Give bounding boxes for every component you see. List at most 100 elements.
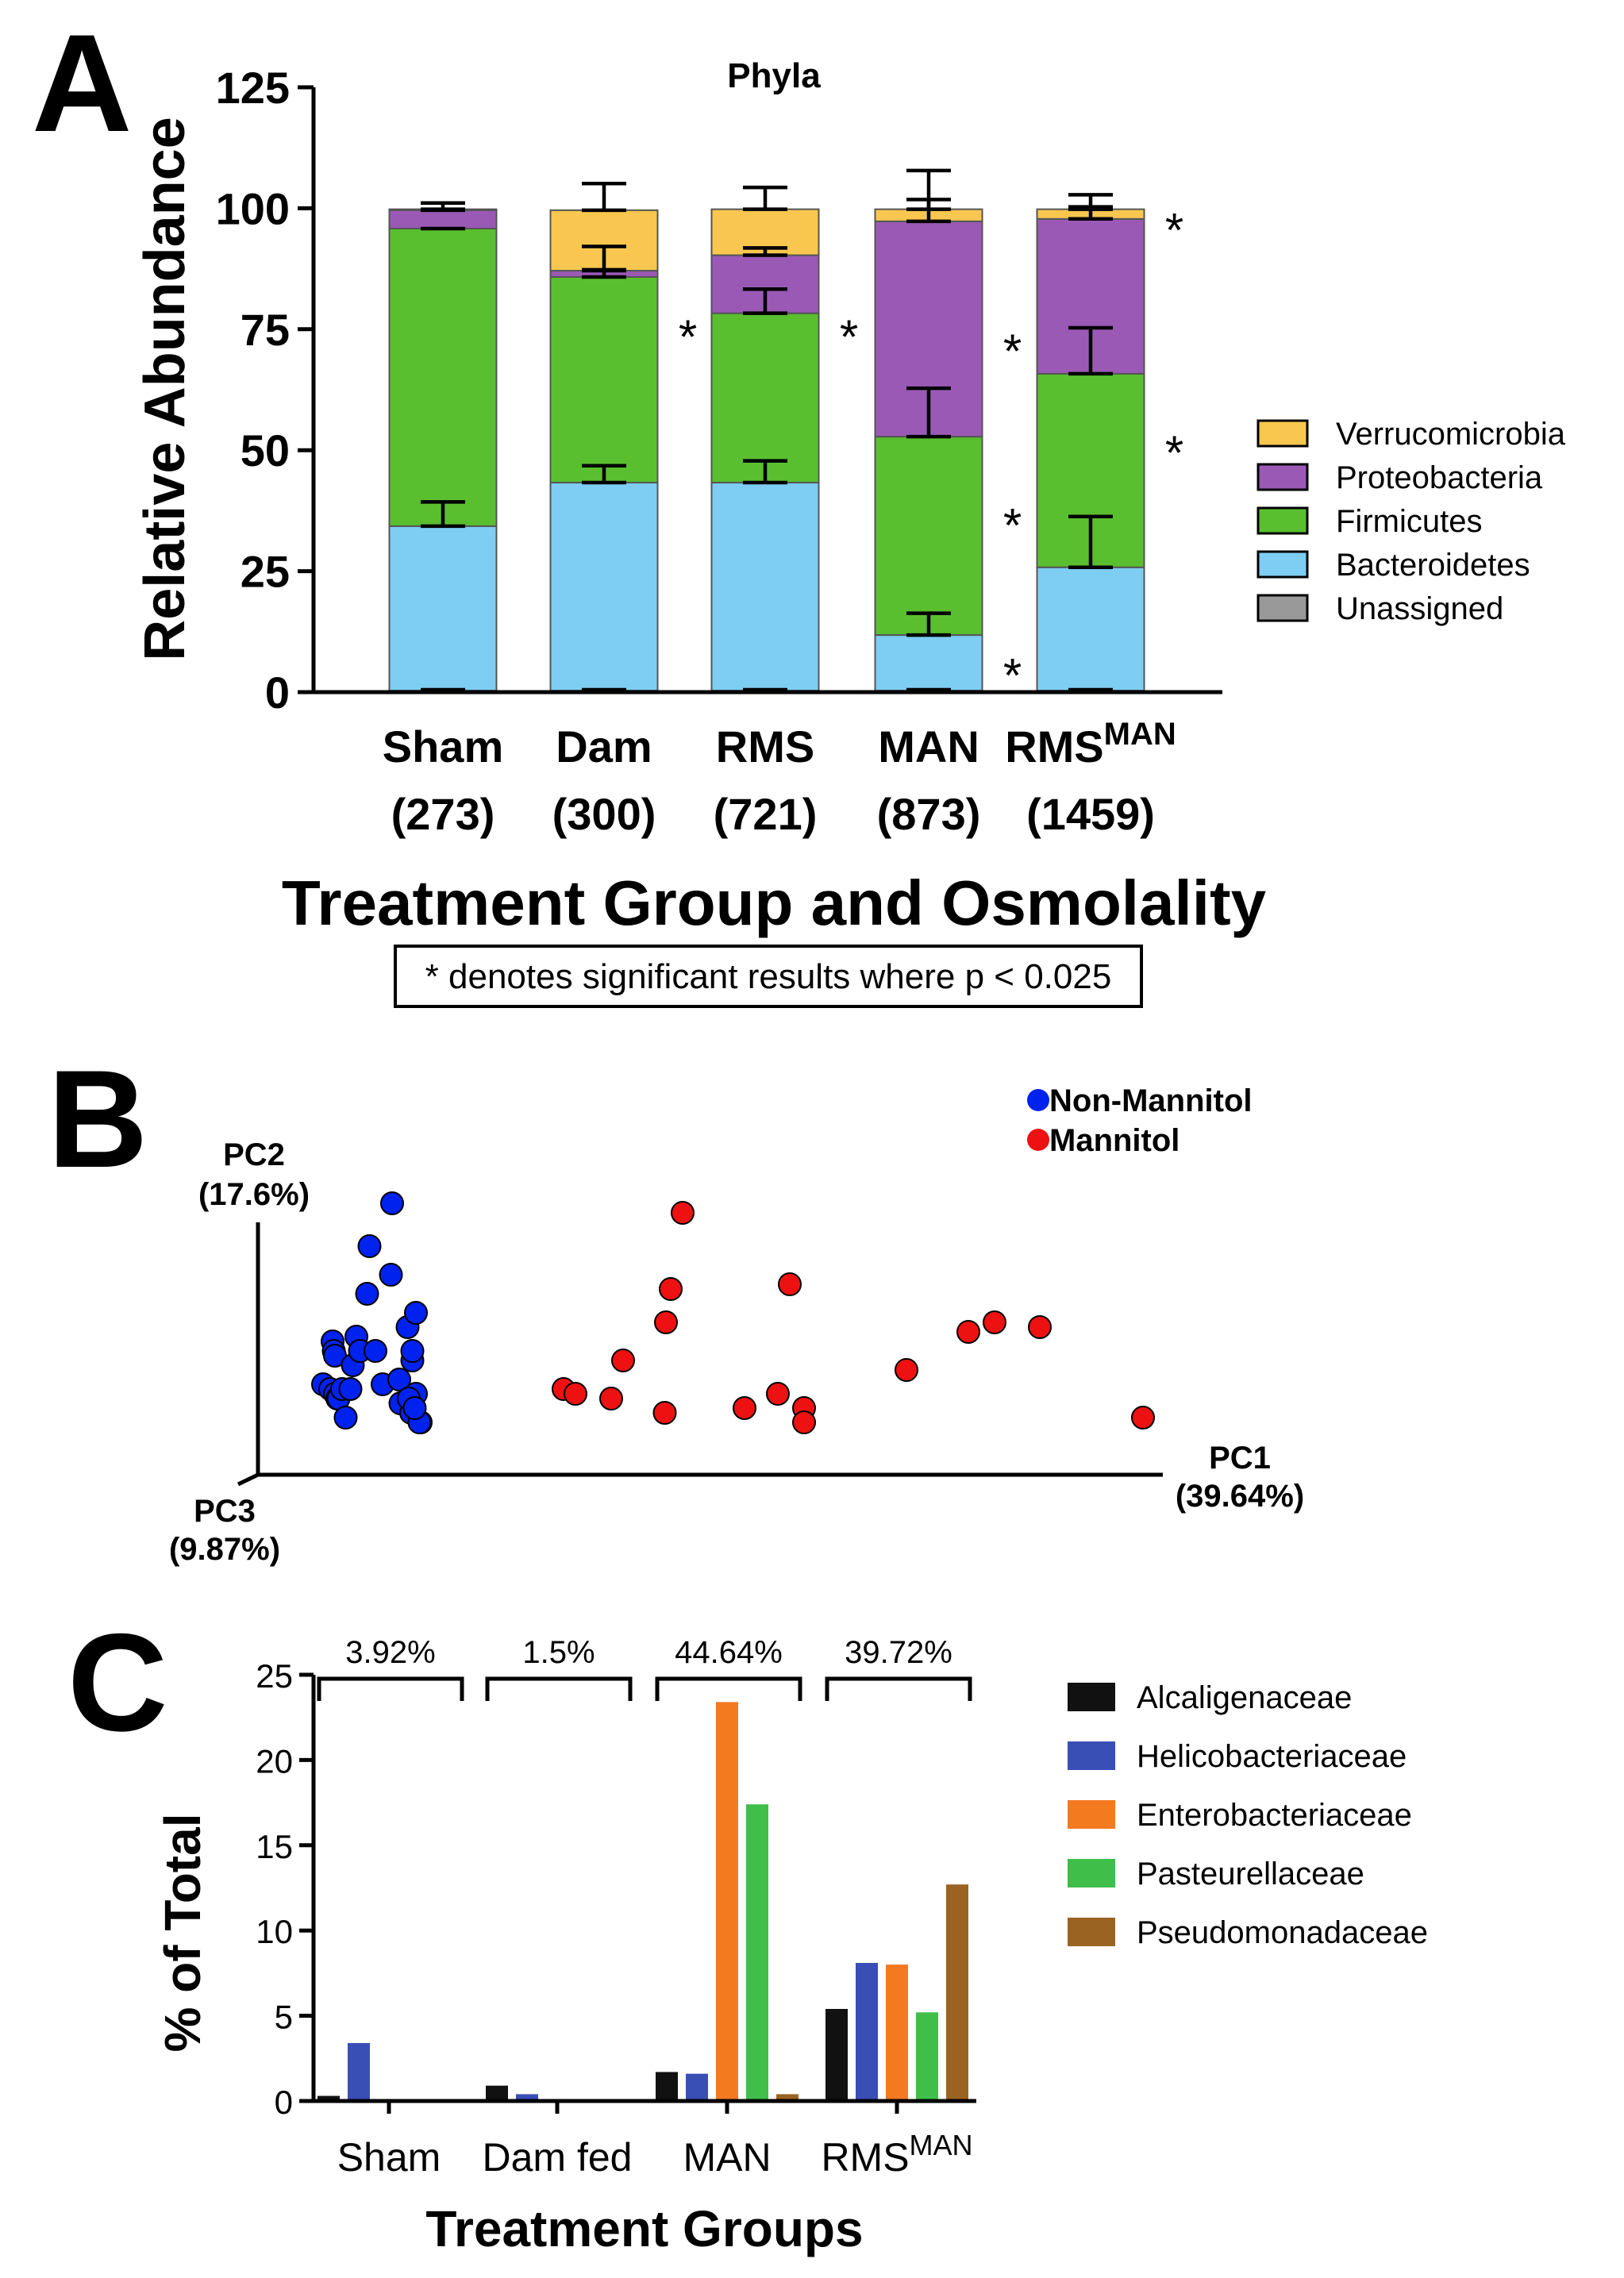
- legend-swatch-enterobacteriaceae: [1068, 1800, 1115, 1829]
- point-non-mannitol: [364, 1339, 387, 1363]
- chart-a-osmolality-label: (300): [552, 789, 656, 839]
- point-mannitol: [611, 1349, 635, 1372]
- legend-item-alcaligenaceae: Alcaligenaceae: [1068, 1680, 1352, 1715]
- legend-item-verrucomicrobia: Verrucomicrobia: [1256, 417, 1566, 452]
- error-bar-proteobacteria-dam: [582, 244, 626, 273]
- legend-label-mannitol: Mannitol: [1049, 1123, 1180, 1158]
- error-bar-proteobacteria-rms: [743, 246, 787, 257]
- point-mannitol: [983, 1310, 1006, 1334]
- bar-segment-bacteroidetes-rms: [710, 482, 820, 692]
- significance-star: *: [1003, 499, 1022, 552]
- chart-b-legend: Non-Mannitol Mannitol: [1027, 1083, 1253, 1158]
- chart-a-ytick-label: 50: [241, 425, 290, 475]
- error-bar-verrucomicrobia-man: [906, 168, 951, 211]
- bracket-label: 1.5%: [522, 1635, 595, 1670]
- legend-item-unassigned: Unassigned: [1256, 591, 1503, 626]
- legend-label-alcaligenaceae: Alcaligenaceae: [1137, 1680, 1352, 1715]
- bar-segment-bacteroidetes-dam: [549, 482, 659, 692]
- legend-item-pasteurellaceae: Pasteurellaceae: [1068, 1857, 1364, 1891]
- chart-a-ylabel: Relative Abundance: [133, 117, 197, 661]
- significance-star: *: [840, 310, 858, 364]
- legend-item-bacteroidetes: Bacteroidetes: [1256, 548, 1530, 583]
- legend-label-unassigned: Unassigned: [1336, 591, 1503, 626]
- legend-item-pseudomonadaceae: Pseudomonadaceae: [1068, 1915, 1428, 1950]
- error-bar-firmicutes-rms-man: [1068, 325, 1113, 376]
- bar-pseudomonadaceae-rms-man: [946, 1884, 968, 2101]
- error-bar-verrucomicrobia-rms-man: [1068, 193, 1113, 211]
- legend-swatch-pseudomonadaceae: [1068, 1918, 1115, 1946]
- significance-note-box: [394, 945, 1143, 1008]
- point-mannitol: [792, 1410, 816, 1434]
- chart-a-osmolality-label: (873): [877, 789, 981, 839]
- bar-helicobacteriaceae-man: [686, 2073, 708, 2101]
- chart-a-bars: [388, 208, 1145, 694]
- error-bar-bacteroidetes-man: [906, 611, 951, 637]
- bar-pasteurellaceae-rms-man: [916, 2012, 938, 2101]
- pc2-pct: (17.6%): [198, 1177, 310, 1212]
- chart-c-y-axis: 0 5 10 15 20 25: [256, 1657, 314, 2121]
- panel-letter-c: C: [67, 1606, 167, 1760]
- legend-swatch-helicobacteriaceae: [1068, 1741, 1115, 1770]
- significance-star: *: [1165, 204, 1183, 257]
- point-mannitol: [654, 1310, 678, 1334]
- legend-label-enterobacteriaceae: Enterobacteriaceae: [1137, 1798, 1412, 1833]
- bracket-man: 44.64%: [655, 1635, 802, 1701]
- pc2-label: PC2: [223, 1137, 285, 1172]
- chart-c-brackets: 3.92% 1.5% 44.64% 39.72%: [317, 1635, 972, 1701]
- chart-c-x-axis-labels: Sham Dam fed MAN RMSMAN: [337, 2129, 973, 2180]
- chart-a-osmolality-label: (273): [391, 789, 495, 839]
- point-mannitol: [1028, 1315, 1052, 1339]
- bracket-label: 39.72%: [845, 1635, 952, 1670]
- chart-a-xlabel: Treatment Group and Osmolality: [282, 868, 1267, 938]
- error-bar-verrucomicrobia-dam: [582, 182, 626, 213]
- bracket-label: 3.92%: [345, 1635, 435, 1670]
- bracket-label: 44.64%: [675, 1635, 783, 1670]
- bar-pasteurellaceae-man: [746, 1804, 768, 2101]
- bar-helicobacteriaceae-sham: [348, 2042, 370, 2101]
- panel-letter-b: B: [48, 1042, 148, 1197]
- bar-segment-firmicutes-man: [874, 436, 983, 637]
- point-mannitol: [659, 1277, 683, 1301]
- bracket-sham: 3.92%: [317, 1635, 464, 1701]
- legend-label-verrucomicrobia: Verrucomicrobia: [1336, 417, 1566, 452]
- legend-label-pasteurellaceae: Pasteurellaceae: [1137, 1857, 1364, 1891]
- point-non-mannitol: [333, 1406, 358, 1430]
- bar-segment-bacteroidetes-man: [874, 634, 983, 692]
- pc1-label: PC1: [1209, 1441, 1271, 1476]
- chart-a-ytick-label: 100: [216, 183, 290, 233]
- legend-label-proteobacteria: Proteobacteria: [1336, 460, 1543, 495]
- chart-a-category-label: Sham: [383, 721, 504, 772]
- point-mannitol: [733, 1396, 756, 1420]
- panel-b: B PC2 (17.6%) PC1 (39.64%) PC3 (9.87%) N…: [48, 1042, 1304, 1567]
- chart-c-xlabel: Treatment Groups: [425, 2200, 863, 2257]
- point-mannitol: [564, 1382, 587, 1406]
- legend-swatch-firmicutes: [1256, 506, 1309, 535]
- chart-a-osmolality-label: (721): [714, 789, 818, 839]
- chart-c-category-label: RMSMAN: [821, 2129, 972, 2180]
- bar-segment-firmicutes-dam: [549, 275, 659, 484]
- legend-swatch-unassigned: [1256, 594, 1309, 622]
- chart-c-category-label: Dam fed: [483, 2135, 633, 2180]
- chart-a-ytick-label: 75: [241, 305, 290, 355]
- panel-letter-a: A: [32, 6, 132, 161]
- bar-alcaligenaceae-sham: [317, 2095, 340, 2101]
- point-mannitol: [766, 1382, 790, 1406]
- bar-alcaligenaceae-man: [656, 2072, 678, 2101]
- pc3-axis-line: [237, 1472, 260, 1487]
- pc3-label: PC3: [194, 1494, 256, 1529]
- legend-dot-mannitol: [1027, 1129, 1049, 1151]
- chart-c-ytick-label: 20: [256, 1742, 293, 1780]
- chart-a-x-axis-labels: Sham (273) Dam (300) RMS (721) MAN (873) RMSMAN (…: [383, 717, 1176, 839]
- legend-dot-non-mannitol: [1027, 1089, 1049, 1111]
- legend-label-bacteroidetes: Bacteroidetes: [1336, 548, 1530, 583]
- legend-swatch-pasteurellaceae: [1068, 1859, 1115, 1887]
- chart-a-significance-marks: * * * * * * *: [679, 204, 1183, 702]
- chart-c-ytick-label: 10: [256, 1913, 293, 1950]
- legend-item-helicobacteriaceae: Helicobacteriaceae: [1068, 1739, 1407, 1774]
- chart-c-ytick-label: 25: [256, 1657, 293, 1695]
- bar-helicobacteriaceae-dam-fed: [516, 2094, 538, 2101]
- bar-enterobacteriaceae-rms-man: [886, 1964, 908, 2101]
- chart-c-ylabel: % of Total: [154, 1814, 211, 2053]
- pc3-pct: (9.87%): [169, 1532, 280, 1567]
